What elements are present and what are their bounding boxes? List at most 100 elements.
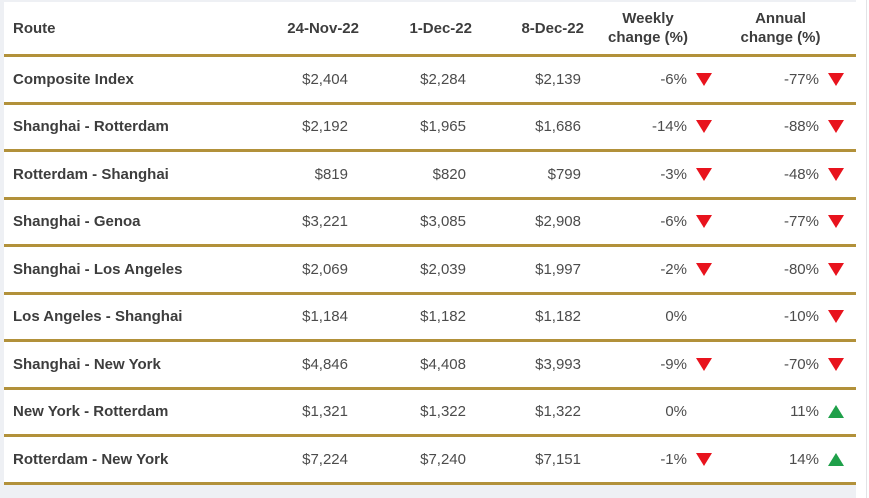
annual-change-cell: -88% bbox=[717, 118, 856, 135]
price-1dec: $2,284 bbox=[420, 70, 466, 88]
price-24nov: $1,321 bbox=[302, 403, 348, 421]
header-annual-line1: Annual bbox=[755, 10, 806, 27]
annual-change-value: -77% bbox=[783, 70, 819, 88]
weekly-change-value: -2% bbox=[660, 260, 687, 278]
annual-change-arrow-icon bbox=[828, 120, 844, 134]
weekly-change-arrow-icon bbox=[696, 262, 712, 276]
table-row-rotterdam-shanghai: Rotterdam - Shanghai $819 $820 $799 -3% … bbox=[4, 152, 856, 200]
annual-change-cell: -80% bbox=[717, 261, 856, 278]
price-24nov: $2,404 bbox=[302, 70, 348, 88]
freight-rates-table: Route 24-Nov-22 1-Dec-22 8-Dec-22 Weekly… bbox=[4, 2, 856, 485]
weekly-change-value: -3% bbox=[660, 165, 687, 183]
weekly-change-value: 0% bbox=[665, 403, 687, 421]
price-1dec: $1,182 bbox=[420, 308, 466, 326]
annual-change-cell: 11% bbox=[717, 403, 856, 420]
price-8dec: $1,182 bbox=[535, 308, 581, 326]
header-weekly-change: Weekly change (%) bbox=[584, 9, 717, 47]
price-8dec: $2,139 bbox=[535, 70, 581, 88]
viewport-edge-line bbox=[866, 0, 867, 498]
table-row-los-angeles-shanghai: Los Angeles - Shanghai $1,184 $1,182 $1,… bbox=[4, 294, 856, 342]
annual-change-cell: -70% bbox=[717, 356, 856, 373]
route-label: Shanghai - Genoa bbox=[13, 213, 141, 231]
price-1dec: $820 bbox=[432, 165, 466, 183]
annual-change-value: 11% bbox=[790, 403, 819, 421]
price-8dec: $7,151 bbox=[535, 450, 581, 468]
price-24nov: $3,221 bbox=[302, 213, 348, 231]
annual-change-cell: 14% bbox=[717, 451, 856, 468]
header-annual-line2: change (%) bbox=[740, 29, 821, 46]
weekly-change-value: 0% bbox=[665, 308, 687, 326]
weekly-change-cell: -1% bbox=[584, 451, 717, 468]
table-header-row: Route 24-Nov-22 1-Dec-22 8-Dec-22 Weekly… bbox=[4, 2, 856, 57]
route-label: Shanghai - Los Angeles bbox=[13, 260, 183, 278]
annual-change-arrow-icon bbox=[828, 72, 844, 86]
price-8dec: $799 bbox=[547, 165, 581, 183]
price-8dec: $2,908 bbox=[535, 213, 581, 231]
header-weekly-line2: change (%) bbox=[607, 29, 688, 46]
weekly-change-value: -9% bbox=[660, 355, 687, 373]
price-8dec: $3,993 bbox=[535, 355, 581, 373]
annual-change-cell: -77% bbox=[717, 71, 856, 88]
route-label: Los Angeles - Shanghai bbox=[13, 308, 183, 326]
weekly-change-value: -6% bbox=[660, 213, 687, 231]
annual-change-arrow-icon bbox=[828, 310, 844, 324]
table-row-new-york-rotterdam: New York - Rotterdam $1,321 $1,322 $1,32… bbox=[4, 389, 856, 437]
header-8-dec-22: 8-Dec-22 bbox=[521, 19, 584, 37]
weekly-change-arrow-icon bbox=[696, 452, 712, 466]
price-24nov: $2,192 bbox=[302, 118, 348, 136]
price-8dec: $1,997 bbox=[535, 260, 581, 278]
price-24nov: $819 bbox=[314, 165, 348, 183]
weekly-change-arrow-icon bbox=[696, 215, 712, 229]
price-8dec: $1,686 bbox=[535, 118, 581, 136]
annual-change-arrow-icon bbox=[828, 405, 844, 419]
header-1-dec-22: 1-Dec-22 bbox=[409, 19, 472, 37]
annual-change-value: -10% bbox=[783, 308, 819, 326]
weekly-change-cell: -6% bbox=[584, 71, 717, 88]
weekly-change-arrow-icon bbox=[696, 167, 712, 181]
annual-change-cell: -48% bbox=[717, 166, 856, 183]
route-label: Rotterdam - New York bbox=[13, 450, 169, 468]
header-24-nov-22: 24-Nov-22 bbox=[287, 19, 359, 37]
header-annual-change: Annual change (%) bbox=[717, 9, 856, 47]
weekly-change-cell: -14% bbox=[584, 118, 717, 135]
price-24nov: $1,184 bbox=[302, 308, 348, 326]
annual-change-value: 14% bbox=[788, 450, 819, 468]
route-label: Composite Index bbox=[13, 70, 134, 88]
table-row-shanghai-los-angeles: Shanghai - Los Angeles $2,069 $2,039 $1,… bbox=[4, 247, 856, 295]
price-24nov: $2,069 bbox=[302, 260, 348, 278]
annual-change-value: -70% bbox=[783, 355, 819, 373]
table-row-shanghai-genoa: Shanghai - Genoa $3,221 $3,085 $2,908 -6… bbox=[4, 199, 856, 247]
price-1dec: $4,408 bbox=[420, 355, 466, 373]
table-row-rotterdam-new-york: Rotterdam - New York $7,224 $7,240 $7,15… bbox=[4, 437, 856, 485]
route-label: Shanghai - New York bbox=[13, 355, 161, 373]
annual-change-arrow-icon bbox=[828, 452, 844, 466]
price-1dec: $2,039 bbox=[420, 260, 466, 278]
weekly-change-cell: 0% bbox=[584, 403, 717, 420]
price-24nov: $4,846 bbox=[302, 355, 348, 373]
route-label: Shanghai - Rotterdam bbox=[13, 118, 169, 136]
weekly-change-value: -1% bbox=[660, 450, 687, 468]
weekly-change-value: -6% bbox=[660, 70, 687, 88]
annual-change-cell: -77% bbox=[717, 213, 856, 230]
weekly-change-arrow-icon bbox=[696, 120, 712, 134]
weekly-change-arrow-icon bbox=[696, 310, 712, 323]
price-24nov: $7,224 bbox=[302, 450, 348, 468]
weekly-change-arrow-icon bbox=[696, 357, 712, 371]
weekly-change-arrow-icon bbox=[696, 405, 712, 418]
price-1dec: $1,965 bbox=[420, 118, 466, 136]
annual-change-arrow-icon bbox=[828, 215, 844, 229]
annual-change-arrow-icon bbox=[828, 167, 844, 181]
annual-change-value: -77% bbox=[783, 213, 819, 231]
price-1dec: $1,322 bbox=[420, 403, 466, 421]
header-route: Route bbox=[13, 19, 56, 37]
weekly-change-cell: -3% bbox=[584, 166, 717, 183]
price-8dec: $1,322 bbox=[535, 403, 581, 421]
annual-change-value: -80% bbox=[783, 260, 819, 278]
weekly-change-cell: -6% bbox=[584, 213, 717, 230]
annual-change-cell: -10% bbox=[717, 308, 856, 325]
annual-change-value: -88% bbox=[783, 118, 819, 136]
weekly-change-cell: -9% bbox=[584, 356, 717, 373]
route-label: New York - Rotterdam bbox=[13, 403, 169, 421]
annual-change-arrow-icon bbox=[828, 357, 844, 371]
weekly-change-cell: 0% bbox=[584, 308, 717, 325]
